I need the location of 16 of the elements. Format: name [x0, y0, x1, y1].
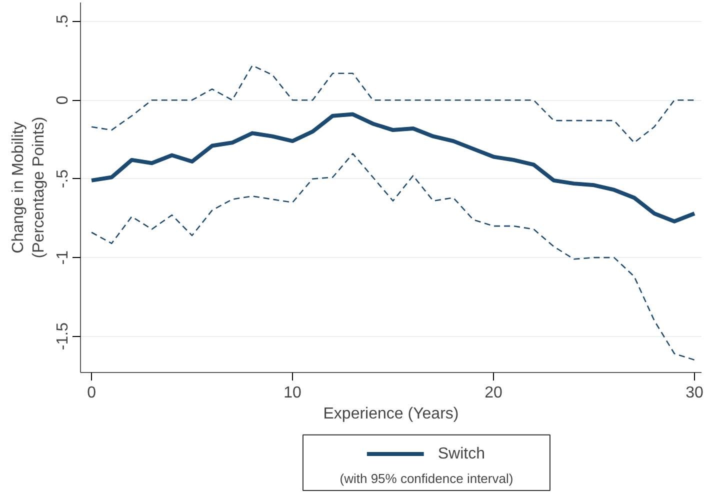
x-tick-label: 10: [284, 384, 302, 402]
x-axis-title: Experience (Years): [323, 406, 459, 422]
x-tick-label: 0: [87, 384, 96, 402]
y-tick-label: -1.5: [54, 322, 72, 350]
y-tick-label: 0: [54, 96, 72, 105]
text: (with 95% confidence interval): [340, 470, 514, 486]
line-series: [90, 64, 696, 144]
y-tick-label: -.5: [54, 169, 72, 188]
y-axis-title: Change in Mobility (Percentage Points): [10, 116, 48, 258]
line-series: [90, 153, 696, 361]
line-series: [90, 112, 696, 224]
x-tick-label: 30: [686, 384, 704, 402]
y-tick-label: -1: [54, 250, 72, 265]
x-tick-label: 20: [484, 384, 502, 402]
y-tick-label: .5: [54, 14, 72, 28]
legend-label: Switch: [438, 445, 485, 462]
